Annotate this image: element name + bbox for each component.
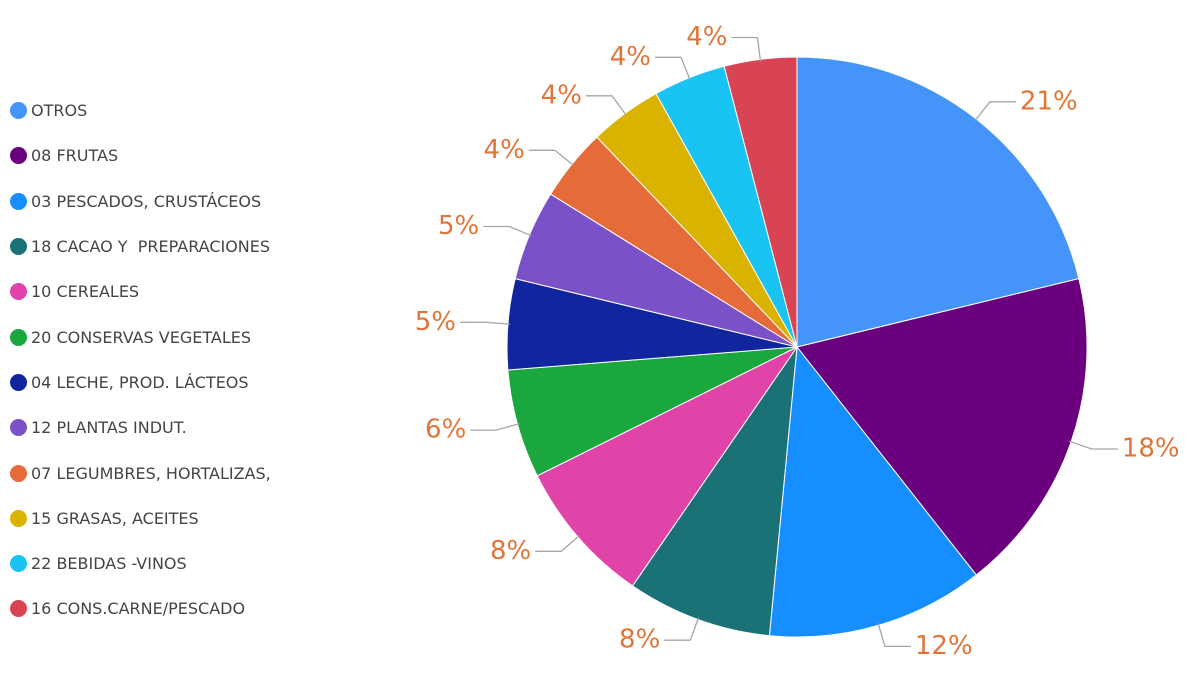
leader-line [664, 617, 700, 641]
legend-swatch [10, 192, 27, 210]
legend-swatch [10, 328, 27, 346]
data-label: 4% [610, 42, 651, 72]
leader-line [1068, 440, 1118, 450]
legend-item: 16 CONS.CARNE/PESCADO [10, 586, 271, 631]
legend-item: 08 FRUTAS [10, 133, 271, 178]
data-label: 6% [425, 415, 466, 445]
pie-slices [506, 56, 1088, 638]
leader-line [460, 321, 510, 325]
data-label: 5% [438, 211, 479, 241]
leader-line [877, 623, 911, 648]
leader-line [535, 535, 580, 552]
leader-line [483, 225, 532, 237]
legend-swatch [10, 102, 27, 120]
legend-swatch [10, 419, 27, 437]
legend-label: 12 PLANTAS INDUT. [31, 418, 187, 438]
legend-label: 20 CONSERVAS VEGETALES [31, 327, 252, 347]
legend-swatch [10, 600, 27, 618]
data-label: 21% [1020, 86, 1078, 116]
legend-item: 18 CACAO Y PREPARACIONES [10, 224, 271, 269]
legend-item: 10 CEREALES [10, 269, 271, 314]
leader-lines [460, 36, 1118, 648]
chart-legend: OTROS 08 FRUTAS 03 PESCADOS, CRUSTÁCEOS 18 … [10, 88, 271, 632]
legend-item: 22 BEBIDAS -VINOS [10, 541, 271, 586]
legend-label: 22 BEBIDAS -VINOS [31, 554, 187, 574]
data-label: 12% [915, 631, 973, 661]
legend-label: 10 CEREALES [31, 282, 140, 302]
leader-line [655, 56, 691, 80]
legend-swatch [10, 238, 27, 256]
legend-label: 07 LEGUMBRES, HORTALIZAS, [31, 463, 271, 483]
legend-label: 18 CACAO Y PREPARACIONES [31, 237, 271, 257]
legend-item: 20 CONSERVAS VEGETALES [10, 314, 271, 359]
data-label: 4% [484, 135, 525, 165]
leader-line [586, 95, 627, 116]
legend-item: 07 LEGUMBRES, HORTALIZAS, [10, 450, 271, 495]
data-label: 5% [415, 307, 456, 337]
leader-line [528, 149, 574, 166]
legend-item: 03 PESCADOS, CRUSTÁCEOS [10, 179, 271, 224]
legend-label: 04 LECHE, PROD. LÁCTEOS [31, 372, 249, 392]
legend-swatch [10, 373, 27, 391]
leader-line [974, 101, 1016, 122]
legend-item: OTROS [10, 88, 271, 133]
legend-label: OTROS [31, 101, 88, 121]
legend-swatch [10, 147, 27, 165]
legend-swatch [10, 283, 27, 301]
data-label: 4% [541, 80, 582, 110]
legend-swatch [10, 555, 27, 573]
data-label: 18% [1122, 434, 1180, 464]
data-label: 8% [490, 536, 531, 566]
legend-swatch [10, 509, 27, 527]
legend-item: 12 PLANTAS INDUT. [10, 405, 271, 450]
legend-label: 03 PESCADOS, CRUSTÁCEOS [31, 191, 262, 211]
legend-label: 15 GRASAS, ACEITES [31, 508, 199, 528]
leader-line [470, 423, 520, 431]
slice-labels: 21% 18% 12% 8% 8% 6% 5% 5% 4% 4% 4% 4% [415, 22, 1180, 661]
legend-swatch [10, 464, 27, 482]
leader-line [731, 36, 762, 62]
legend-item: 04 LECHE, PROD. LÁCTEOS [10, 360, 271, 405]
legend-label: 16 CONS.CARNE/PESCADO [31, 599, 246, 619]
data-label: 8% [619, 625, 660, 655]
legend-item: 15 GRASAS, ACEITES [10, 496, 271, 541]
data-label: 4% [686, 22, 727, 52]
legend-label: 08 FRUTAS [31, 146, 119, 166]
